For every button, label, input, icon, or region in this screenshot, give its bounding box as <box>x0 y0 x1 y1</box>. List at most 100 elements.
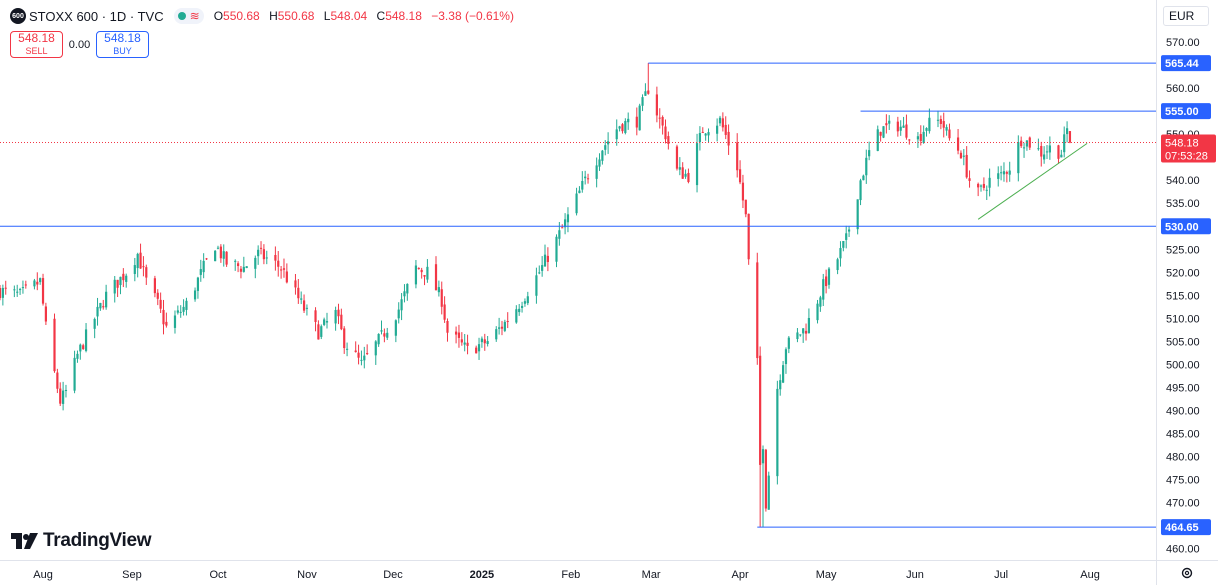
y-tick-label: 510.00 <box>1166 313 1200 325</box>
y-tick-label: 560.00 <box>1166 83 1200 95</box>
candle-body <box>618 126 621 129</box>
candle-body <box>847 229 851 232</box>
candle-body <box>93 318 96 329</box>
candle-body <box>638 105 641 131</box>
countdown-label: 07:53:28 <box>1165 151 1208 163</box>
candle-body <box>721 118 724 128</box>
candle-body <box>486 341 489 344</box>
candle-body <box>39 278 42 283</box>
candle-body <box>905 124 908 138</box>
candle-body <box>558 230 561 239</box>
candle-body <box>317 324 320 340</box>
gear-icon[interactable] <box>1180 566 1194 580</box>
x-tick-label: Aug <box>33 569 53 581</box>
candle-body <box>1000 172 1003 174</box>
spread-value: 0.00 <box>68 38 91 51</box>
candle-body <box>764 449 767 509</box>
candle-body <box>4 287 7 289</box>
candle-body <box>681 167 684 179</box>
candle-body <box>374 341 377 356</box>
candle-body <box>420 269 423 273</box>
candle-body <box>822 279 825 300</box>
x-tick-label: Nov <box>297 569 317 581</box>
candle-body <box>96 306 99 317</box>
candle-body <box>615 129 618 140</box>
candle-body <box>242 266 245 272</box>
candle-body <box>747 213 750 260</box>
candle-body <box>173 315 177 328</box>
candle-body <box>1048 145 1051 153</box>
y-tick-label: 525.00 <box>1166 244 1200 256</box>
candle-body <box>142 266 145 268</box>
candle-body <box>500 326 504 329</box>
candle-body <box>859 180 862 201</box>
candle-body <box>202 260 205 273</box>
y-tick-label: 520.00 <box>1166 267 1200 279</box>
candle-body <box>79 344 82 352</box>
x-tick-label: Sep <box>122 569 142 581</box>
candle-body <box>222 251 225 259</box>
currency-select[interactable]: EUR <box>1163 6 1209 26</box>
candle-body <box>1043 154 1046 160</box>
candle-body <box>325 321 329 323</box>
candle-body <box>876 129 879 151</box>
buy-label: BUY <box>113 46 132 56</box>
symbol-badge[interactable]: 600 <box>10 8 26 24</box>
candle-body <box>82 345 85 350</box>
candle-body <box>678 167 681 170</box>
candle-body <box>896 121 899 132</box>
candle-body <box>936 119 940 121</box>
low-value: 548.04 <box>330 9 368 23</box>
candle-body <box>968 178 971 181</box>
candle-body <box>779 380 782 390</box>
candle-body <box>882 126 885 138</box>
candle-body <box>446 321 449 333</box>
candle-body <box>113 279 116 294</box>
x-tick-label: Oct <box>209 569 226 581</box>
sell-button[interactable]: 548.18 SELL <box>10 31 63 58</box>
candle-body <box>908 139 911 141</box>
candle-body <box>159 299 162 309</box>
y-tick-label: 485.00 <box>1166 428 1200 440</box>
candle-body <box>102 306 105 308</box>
level-label-bg-555.00 <box>1161 103 1211 120</box>
candle-body <box>36 281 39 285</box>
candle-body <box>675 146 679 169</box>
candle-body <box>899 126 902 131</box>
candle-body <box>928 117 931 132</box>
candle-body <box>1017 142 1020 174</box>
symbol-title[interactable]: STOXX 600 · 1D · TVC <box>29 8 164 24</box>
candle-body <box>862 175 865 181</box>
market-status-pill[interactable]: ≋ <box>173 8 204 24</box>
candle-body <box>641 97 644 106</box>
high-value: 550.68 <box>277 9 315 23</box>
candle-body <box>44 306 47 322</box>
candle-body <box>816 303 819 321</box>
candle-body <box>566 214 570 223</box>
candle-body <box>216 247 220 249</box>
y-tick-label: 515.00 <box>1166 290 1200 302</box>
candle-body <box>879 131 882 136</box>
candle-body <box>1002 171 1006 175</box>
x-tick-label: Aug <box>1080 569 1100 581</box>
candle-body <box>337 309 340 317</box>
buy-button[interactable]: 548.18 BUY <box>96 31 149 58</box>
y-tick-label: 475.00 <box>1166 474 1200 486</box>
candle-body <box>297 287 300 299</box>
candle-body <box>655 94 658 116</box>
x-tick-label: Dec <box>383 569 403 581</box>
open-label: O <box>213 9 224 23</box>
candle-body <box>1060 154 1063 158</box>
candle-body <box>787 337 790 349</box>
candle-body <box>457 332 461 338</box>
candle-body <box>345 348 349 350</box>
candle-body <box>515 309 518 323</box>
candle-body <box>21 287 25 289</box>
level-label-bg-530.00 <box>1161 218 1211 235</box>
candle-body <box>658 117 661 119</box>
candle-body <box>274 255 277 261</box>
candle-body <box>563 219 567 228</box>
candle-body <box>139 252 142 269</box>
candle-body <box>59 388 62 404</box>
